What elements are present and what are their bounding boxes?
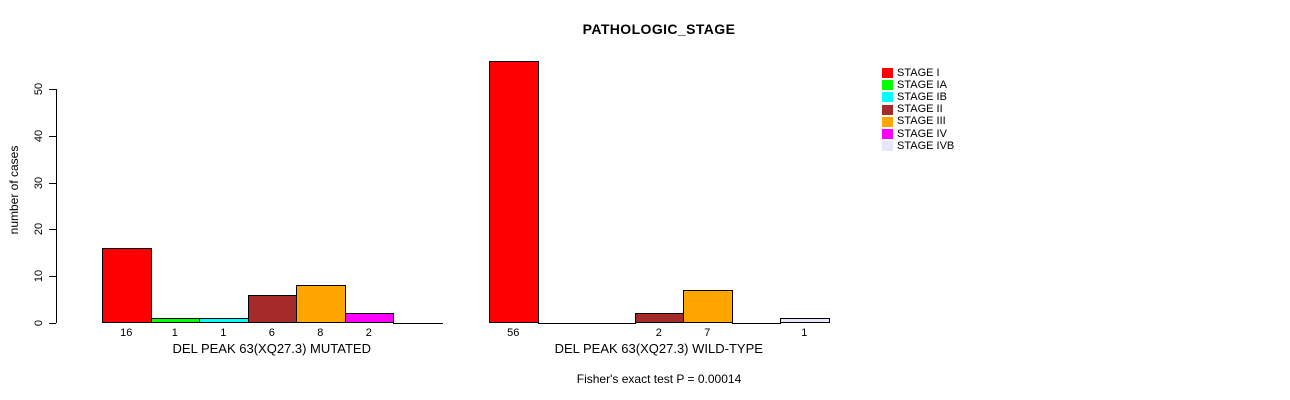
legend-item: STAGE IB <box>882 91 954 103</box>
bar-value-label: 8 <box>317 327 324 339</box>
legend-item: STAGE IA <box>882 79 954 91</box>
bar-stage-ia <box>150 317 200 324</box>
y-tick-mark <box>49 275 56 277</box>
y-tick-label: 0 <box>33 319 45 326</box>
bar-stage-iii <box>296 285 346 324</box>
bar-value-label: 56 <box>507 327 520 339</box>
bar-value-label: 2 <box>365 327 372 339</box>
y-tick-label: 30 <box>33 176 45 189</box>
bar-stage-iv <box>344 313 394 324</box>
y-tick-mark <box>49 182 56 184</box>
legend-swatch <box>882 80 893 91</box>
y-tick-mark <box>49 229 56 231</box>
bar-value-label: 7 <box>704 327 711 339</box>
bar-value-label: 1 <box>220 327 227 339</box>
legend-label: STAGE IA <box>897 78 947 91</box>
y-tick-label: 40 <box>33 129 45 143</box>
y-tick-mark <box>49 135 56 137</box>
legend-swatch <box>882 116 893 127</box>
bar-stage-ii <box>247 294 297 324</box>
x-group-label-wild-type: DEL PEAK 63(XQ27.3) WILD-TYPE <box>554 341 763 356</box>
bar-stage-iii <box>683 289 733 324</box>
bar-stage-ii <box>634 313 684 324</box>
fisher-test-footnote: Fisher's exact test P = 0.00014 <box>576 372 742 386</box>
y-tick-label: 50 <box>33 83 45 96</box>
y-axis-line <box>56 89 57 324</box>
legend-label: STAGE IVB <box>897 139 955 152</box>
legend-swatch <box>882 68 893 79</box>
legend-label: STAGE II <box>897 103 943 116</box>
legend-label: STAGE III <box>897 115 946 128</box>
y-tick-label: 10 <box>33 269 45 282</box>
bar-zero-stage-ib <box>586 322 636 324</box>
y-axis-title: number of cases <box>7 145 21 235</box>
legend-item: STAGE IVB <box>882 140 954 152</box>
bar-value-label: 1 <box>801 327 808 339</box>
legend-label: STAGE IB <box>897 90 947 103</box>
legend-item: STAGE I <box>882 67 954 79</box>
y-tick-mark <box>49 89 56 91</box>
legend-label: STAGE IV <box>897 127 947 140</box>
legend-swatch <box>882 92 893 103</box>
y-tick-mark <box>49 322 56 324</box>
legend-swatch <box>882 129 893 140</box>
bar-stage-i <box>489 61 539 324</box>
chart-title: PATHOLOGIC_STAGE <box>582 21 736 37</box>
bar-value-label: 16 <box>120 327 133 339</box>
bar-value-label: 1 <box>171 327 178 339</box>
legend-item: STAGE II <box>882 104 954 116</box>
bar-stage-i <box>102 247 152 324</box>
legend-label: STAGE I <box>897 66 940 79</box>
legend-swatch <box>882 141 893 152</box>
legend-item: STAGE III <box>882 116 954 128</box>
bar-value-label: 6 <box>268 327 275 339</box>
y-tick-label: 20 <box>33 223 45 236</box>
legend: STAGE I STAGE IA STAGE IB STAGE II STAGE III… <box>882 67 954 152</box>
bar-zero-stage-iv <box>731 322 781 324</box>
x-group-label-mutated: DEL PEAK 63(XQ27.3) MUTATED <box>172 341 371 356</box>
bar-value-label: 2 <box>655 327 662 339</box>
legend-swatch <box>882 104 893 115</box>
bar-zero-stage-ia <box>537 322 587 324</box>
bar-stage-ivb <box>780 317 830 324</box>
bar-zero-stage-ivb <box>393 322 443 324</box>
legend-item: STAGE IV <box>882 128 954 140</box>
bar-stage-ib <box>199 317 249 324</box>
